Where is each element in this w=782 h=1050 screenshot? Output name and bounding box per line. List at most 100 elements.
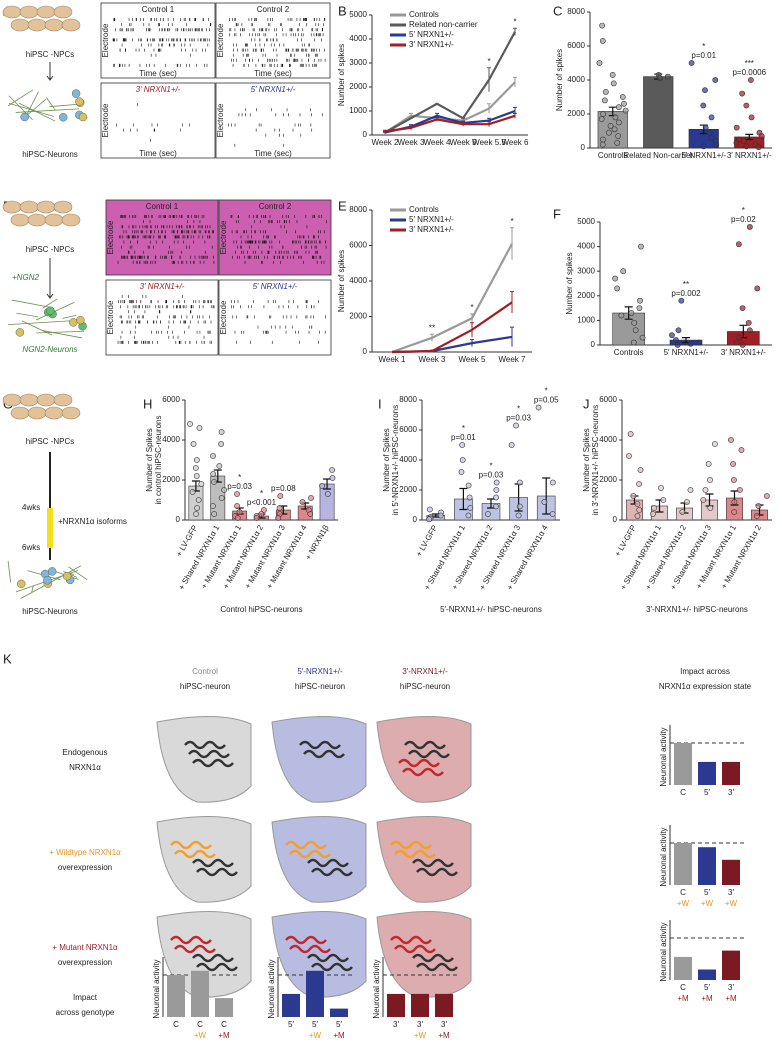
data-point bbox=[426, 516, 433, 523]
neuron-soma bbox=[17, 579, 26, 589]
row-label: overexpression bbox=[58, 958, 112, 967]
data-point bbox=[599, 38, 606, 44]
data-point bbox=[459, 442, 466, 448]
data-point bbox=[493, 479, 500, 486]
mini-category: 3′ bbox=[728, 888, 734, 897]
error-bar bbox=[513, 27, 517, 36]
data-point bbox=[731, 499, 738, 505]
error-bar bbox=[323, 478, 332, 490]
transduction-window bbox=[47, 508, 53, 548]
error-bar bbox=[513, 112, 517, 119]
significance: ** bbox=[429, 323, 435, 332]
data-point bbox=[211, 511, 218, 517]
x-tick-label: Week 3 bbox=[398, 138, 426, 147]
y-tick-label: 3000 bbox=[349, 58, 367, 67]
panel-letter: J bbox=[583, 396, 590, 411]
neuron-cell bbox=[271, 716, 367, 803]
neuron-soma bbox=[15, 328, 25, 337]
mini-bar bbox=[698, 847, 716, 885]
data-point bbox=[636, 305, 643, 311]
x-tick-label: + Mutant NRXN1α 3 bbox=[243, 523, 287, 590]
x-tick-label: Week 7 bbox=[499, 355, 527, 364]
mini-axis-label: Neuronal activity bbox=[267, 959, 276, 1018]
npc-cell bbox=[19, 5, 39, 19]
significance: p<0.001 bbox=[247, 498, 277, 507]
data-point bbox=[700, 102, 707, 109]
data-point bbox=[329, 475, 336, 481]
data-point bbox=[276, 505, 283, 511]
panel-letter: F bbox=[553, 206, 561, 221]
mini-bar bbox=[722, 950, 740, 980]
impact-header: Impact across bbox=[680, 667, 730, 676]
mini-sublabel: +M bbox=[438, 1031, 450, 1040]
data-point bbox=[702, 87, 708, 94]
mini-axis-label: Neuronal activity bbox=[659, 922, 668, 981]
error-bar bbox=[409, 125, 413, 130]
mini-sublabel: +M bbox=[218, 1031, 230, 1040]
row-label: Endogenous bbox=[63, 748, 108, 757]
y-tick-label: 8000 bbox=[567, 7, 585, 16]
x-tick-label: Related Non-carrier bbox=[623, 151, 693, 160]
data-point bbox=[611, 126, 618, 133]
data-point bbox=[319, 483, 325, 489]
mini-category: C bbox=[680, 788, 686, 797]
x-axis-label: 3′-NRXN1+/- hiPSC-neurons bbox=[646, 605, 748, 614]
neurite bbox=[68, 566, 88, 581]
data-point bbox=[459, 457, 466, 463]
data-point bbox=[598, 116, 605, 122]
data-point bbox=[713, 141, 720, 148]
legend-label: 5′ NRXN1+/- bbox=[409, 30, 454, 39]
data-point bbox=[612, 275, 619, 282]
data-point bbox=[679, 509, 686, 515]
data-point bbox=[221, 487, 228, 493]
data-point bbox=[696, 339, 703, 346]
neurite bbox=[45, 97, 56, 111]
x-tick-label: Controls bbox=[598, 151, 628, 160]
data-point bbox=[736, 334, 742, 341]
data-point bbox=[649, 511, 656, 517]
data-point bbox=[615, 133, 622, 139]
raster-title: 5′ NRXN1+/- bbox=[251, 85, 296, 94]
row-label: + Wildtype NRXN1α bbox=[49, 848, 121, 857]
data-point bbox=[758, 133, 765, 139]
neuron-label: hiPSC-Neurons bbox=[22, 150, 78, 159]
raster-axis-label: Time (sec) bbox=[254, 149, 292, 158]
mini-sublabel: +M bbox=[333, 1031, 345, 1040]
significance: ** bbox=[683, 280, 689, 289]
data-point bbox=[234, 503, 240, 509]
y-axis-label: Number of Spikes bbox=[382, 428, 391, 492]
data-point bbox=[743, 102, 750, 109]
data-point bbox=[620, 268, 627, 275]
data-point bbox=[516, 479, 523, 486]
significance: p=0.03 bbox=[506, 414, 531, 423]
data-point bbox=[637, 467, 644, 473]
transcript bbox=[307, 858, 349, 868]
legend-label: Controls bbox=[409, 10, 439, 19]
mini-category: 5′ bbox=[704, 983, 710, 992]
neurite bbox=[62, 314, 77, 319]
impact-header: NRXN1α expression state bbox=[659, 682, 752, 691]
x-tick-label: Week 5.5 bbox=[472, 138, 506, 147]
transcript bbox=[285, 840, 327, 850]
data-point bbox=[308, 495, 314, 501]
data-point bbox=[329, 467, 335, 473]
data-point bbox=[678, 297, 685, 304]
data-point bbox=[437, 512, 444, 519]
neuron-soma bbox=[75, 97, 84, 106]
data-point bbox=[763, 493, 770, 499]
data-point bbox=[664, 73, 671, 80]
error-bar bbox=[435, 116, 439, 122]
y-tick-label: 0 bbox=[613, 515, 618, 524]
mini-bar bbox=[698, 969, 716, 980]
mini-sublabel: +M bbox=[701, 994, 713, 1003]
significance: * bbox=[238, 473, 241, 482]
panel-letter: C bbox=[553, 3, 562, 18]
neurite bbox=[15, 108, 79, 113]
data-point bbox=[753, 513, 760, 519]
raster-axis-label: Electrode bbox=[219, 300, 228, 334]
neurite bbox=[41, 330, 83, 339]
y-axis-label: Number of spikes bbox=[555, 49, 564, 111]
neurite bbox=[11, 299, 49, 308]
y-tick-label: 0 bbox=[363, 130, 368, 139]
neurite bbox=[19, 102, 56, 122]
